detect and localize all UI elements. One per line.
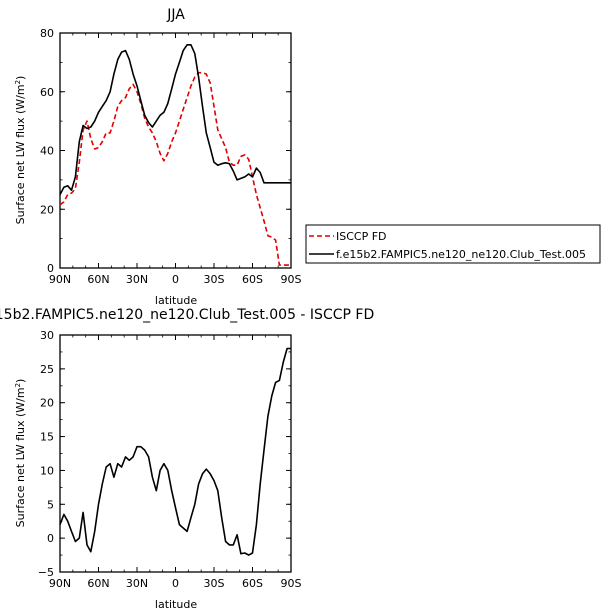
- x-tick-label: 30N: [126, 577, 148, 590]
- chart-title: f.e15b2.FAMPIC5.ne120_ne120.Club_Test.00…: [0, 307, 374, 323]
- series-line-1: [59, 43, 291, 195]
- x-tick-label: 60N: [87, 577, 109, 590]
- y-tick-label: 30: [40, 329, 54, 342]
- x-tick-label: 60N: [87, 273, 109, 286]
- x-tick-label: 30S: [204, 273, 225, 286]
- y-tick-label: 0: [47, 262, 54, 275]
- chart-jja: JJA 90N 60N 30N 0 30S 60S 90S 0 20 40 60 80 latitud…: [14, 7, 601, 307]
- y-tick-label: 5: [47, 498, 54, 511]
- series-line-0: [59, 347, 291, 556]
- legend-box: [305, 224, 601, 264]
- x-tick-label: 90N: [49, 577, 71, 590]
- y-tick-label: 15: [40, 431, 54, 444]
- y-axis-label: Surface net LW flux (W/m2): [14, 379, 27, 528]
- y-tick-label: 40: [40, 145, 54, 158]
- y-tick-label: 25: [40, 363, 54, 376]
- y-tick-label: 0: [47, 532, 54, 545]
- legend-label-isccp: ISCCP FD: [336, 230, 387, 243]
- x-tick-label: 0: [172, 273, 179, 286]
- plot-frame: [59, 334, 292, 573]
- x-tick-label: 90S: [281, 273, 302, 286]
- x-tick-label: 90N: [49, 273, 71, 286]
- x-tick-label: 60S: [242, 273, 263, 286]
- y-tick-label: 80: [40, 27, 54, 40]
- y-tick-label: 20: [40, 397, 54, 410]
- y-axis-label: Surface net LW flux (W/m2): [14, 76, 27, 225]
- chart-difference: f.e15b2.FAMPIC5.ne120_ne120.Club_Test.00…: [0, 307, 374, 611]
- x-tick-label: 30N: [126, 273, 148, 286]
- x-tick-label: 30S: [204, 577, 225, 590]
- x-axis-label: latitude: [155, 598, 197, 611]
- x-tick-label: 60S: [242, 577, 263, 590]
- legend-label-model: f.e15b2.FAMPIC5.ne120_ne120.Club_Test.00…: [336, 248, 586, 261]
- plot-frame: [59, 32, 292, 269]
- chart-title: JJA: [166, 7, 185, 23]
- y-tick-label: 10: [40, 464, 54, 477]
- x-tick-label: 90S: [281, 577, 302, 590]
- y-tick-label: 20: [40, 203, 54, 216]
- x-axis-label: latitude: [155, 294, 197, 307]
- y-tick-label: 60: [40, 86, 54, 99]
- x-tick-label: 0: [172, 577, 179, 590]
- y-tick-label: −5: [38, 566, 54, 579]
- legend: ISCCP FD f.e15b2.FAMPIC5.ne120_ne120.Clu…: [305, 224, 601, 264]
